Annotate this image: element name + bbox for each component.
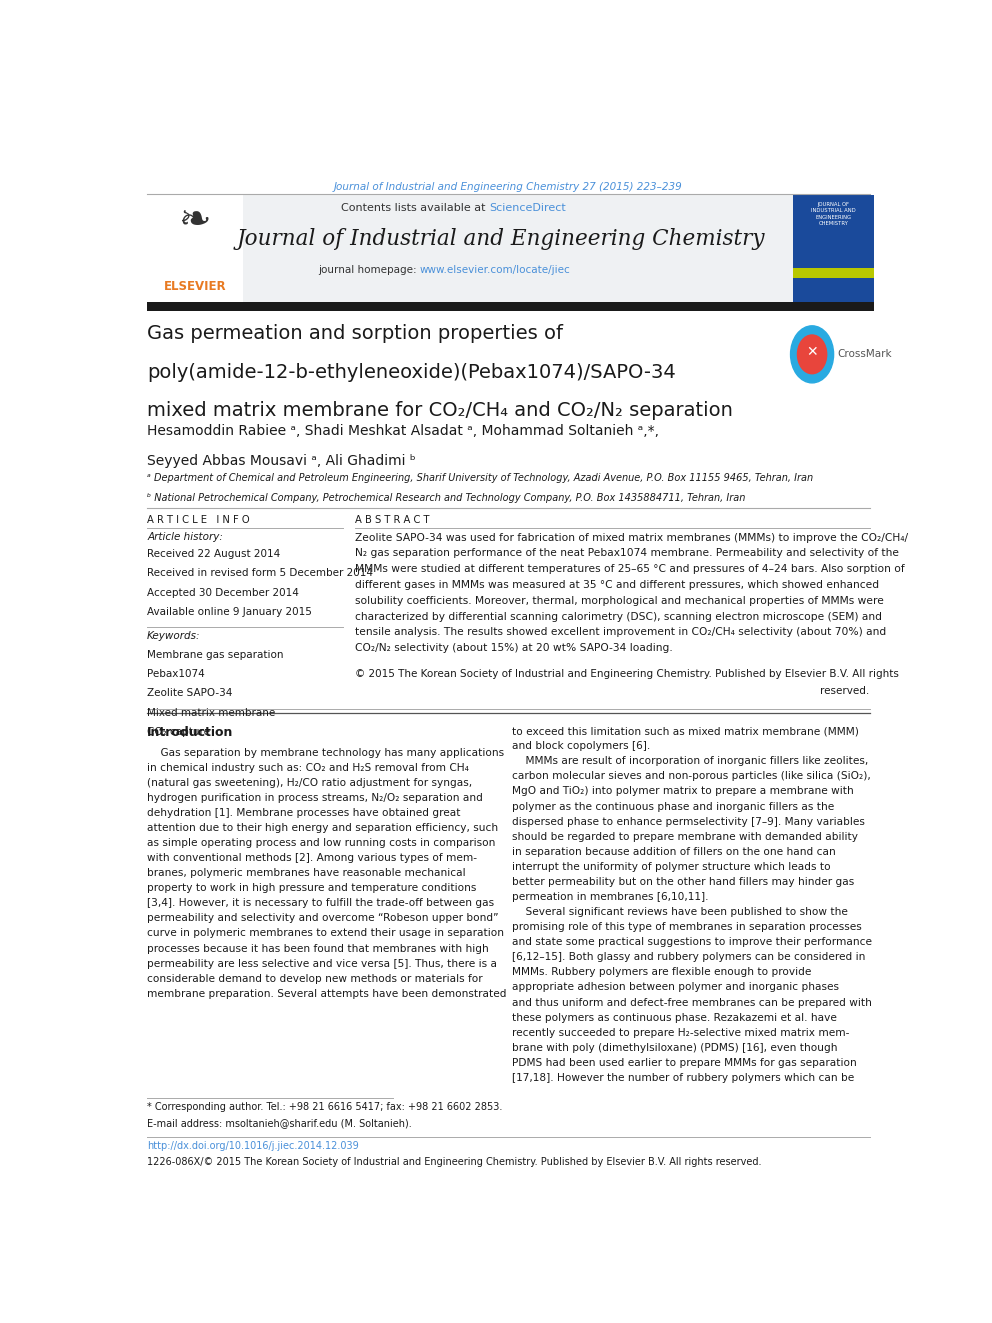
Text: reserved.: reserved. xyxy=(820,687,870,696)
Text: Received 22 August 2014: Received 22 August 2014 xyxy=(147,549,281,558)
Text: Introduction: Introduction xyxy=(147,726,233,740)
Text: with conventional methods [2]. Among various types of mem-: with conventional methods [2]. Among var… xyxy=(147,853,477,863)
Text: MMMs were studied at different temperatures of 25–65 °C and pressures of 4–24 ba: MMMs were studied at different temperatu… xyxy=(355,564,905,574)
Text: Gas separation by membrane technology has many applications: Gas separation by membrane technology ha… xyxy=(147,747,504,758)
Text: PDMS had been used earlier to prepare MMMs for gas separation: PDMS had been used earlier to prepare MM… xyxy=(512,1058,857,1068)
Text: CrossMark: CrossMark xyxy=(837,349,892,360)
Text: N₂ gas separation performance of the neat Pebax1074 membrane. Permeability and s: N₂ gas separation performance of the nea… xyxy=(355,549,899,558)
Text: dispersed phase to enhance permselectivity [7–9]. Many variables: dispersed phase to enhance permselectivi… xyxy=(512,816,865,827)
Text: ScienceDirect: ScienceDirect xyxy=(489,202,565,213)
Text: CO₂/N₂ selectivity (about 15%) at 20 wt% SAPO-34 loading.: CO₂/N₂ selectivity (about 15%) at 20 wt%… xyxy=(355,643,673,654)
FancyBboxPatch shape xyxy=(793,267,874,278)
Text: solubility coefficients. Moreover, thermal, morphological and mechanical propert: solubility coefficients. Moreover, therm… xyxy=(355,595,884,606)
Text: in chemical industry such as: CO₂ and H₂S removal from CH₄: in chemical industry such as: CO₂ and H₂… xyxy=(147,762,469,773)
Text: Article history:: Article history: xyxy=(147,532,223,541)
Text: MMMs. Rubbery polymers are flexible enough to provide: MMMs. Rubbery polymers are flexible enou… xyxy=(512,967,811,978)
Text: hydrogen purification in process streams, N₂/O₂ separation and: hydrogen purification in process streams… xyxy=(147,792,483,803)
FancyBboxPatch shape xyxy=(793,196,874,303)
Text: processes because it has been found that membranes with high: processes because it has been found that… xyxy=(147,943,489,954)
Text: to exceed this limitation such as mixed matrix membrane (MMM): to exceed this limitation such as mixed … xyxy=(512,726,859,736)
Text: carbon molecular sieves and non-porous particles (like silica (SiO₂),: carbon molecular sieves and non-porous p… xyxy=(512,771,871,782)
Text: permeability and selectivity and overcome “Robeson upper bond”: permeability and selectivity and overcom… xyxy=(147,913,499,923)
Circle shape xyxy=(791,325,833,382)
Text: attention due to their high energy and separation efficiency, such: attention due to their high energy and s… xyxy=(147,823,498,833)
Text: ᵇ National Petrochemical Company, Petrochemical Research and Technology Company,: ᵇ National Petrochemical Company, Petroc… xyxy=(147,493,745,503)
Circle shape xyxy=(798,335,826,373)
Text: these polymers as continuous phase. Rezakazemi et al. have: these polymers as continuous phase. Reza… xyxy=(512,1012,837,1023)
Text: ✕: ✕ xyxy=(806,345,817,360)
Text: as simple operating process and low running costs in comparison: as simple operating process and low runn… xyxy=(147,837,495,848)
Text: curve in polymeric membranes to extend their usage in separation: curve in polymeric membranes to extend t… xyxy=(147,929,504,938)
FancyBboxPatch shape xyxy=(243,196,793,303)
Text: Journal of Industrial and Engineering Chemistry: Journal of Industrial and Engineering Ch… xyxy=(236,228,765,250)
FancyBboxPatch shape xyxy=(147,303,874,311)
Text: recently succeeded to prepare H₂-selective mixed matrix mem-: recently succeeded to prepare H₂-selecti… xyxy=(512,1028,849,1037)
Text: [6,12–15]. Both glassy and rubbery polymers can be considered in: [6,12–15]. Both glassy and rubbery polym… xyxy=(512,953,866,962)
Text: membrane preparation. Several attempts have been demonstrated: membrane preparation. Several attempts h… xyxy=(147,988,507,999)
Text: interrupt the uniformity of polymer structure which leads to: interrupt the uniformity of polymer stru… xyxy=(512,861,831,872)
Text: Hesamoddin Rabiee ᵃ, Shadi Meshkat Alsadat ᵃ, Mohammad Soltanieh ᵃ,*,: Hesamoddin Rabiee ᵃ, Shadi Meshkat Alsad… xyxy=(147,423,659,438)
Text: mixed matrix membrane for CO₂/CH₄ and CO₂/N₂ separation: mixed matrix membrane for CO₂/CH₄ and CO… xyxy=(147,401,733,421)
FancyBboxPatch shape xyxy=(147,196,243,303)
Text: [3,4]. However, it is necessary to fulfill the trade-off between gas: [3,4]. However, it is necessary to fulfi… xyxy=(147,898,494,909)
Text: appropriate adhesion between polymer and inorganic phases: appropriate adhesion between polymer and… xyxy=(512,983,839,992)
Text: http://dx.doi.org/10.1016/j.jiec.2014.12.039: http://dx.doi.org/10.1016/j.jiec.2014.12… xyxy=(147,1140,359,1151)
Text: Zeolite SAPO-34 was used for fabrication of mixed matrix membranes (MMMs) to imp: Zeolite SAPO-34 was used for fabrication… xyxy=(355,533,908,542)
Text: ELSEVIER: ELSEVIER xyxy=(165,280,227,294)
Text: should be regarded to prepare membrane with demanded ability: should be regarded to prepare membrane w… xyxy=(512,832,858,841)
Text: Membrane gas separation: Membrane gas separation xyxy=(147,650,284,660)
Text: E-mail address: msoltanieh@sharif.edu (M. Soltanieh).: E-mail address: msoltanieh@sharif.edu (M… xyxy=(147,1118,412,1129)
Text: JOURNAL OF
INDUSTRIAL AND
ENGINEERING
CHEMISTRY: JOURNAL OF INDUSTRIAL AND ENGINEERING CH… xyxy=(810,201,855,226)
Text: Zeolite SAPO-34: Zeolite SAPO-34 xyxy=(147,688,232,699)
Text: permeability are less selective and vice versa [5]. Thus, there is a: permeability are less selective and vice… xyxy=(147,959,497,968)
Text: MgO and TiO₂) into polymer matrix to prepare a membrane with: MgO and TiO₂) into polymer matrix to pre… xyxy=(512,786,854,796)
Text: www.elsevier.com/locate/jiec: www.elsevier.com/locate/jiec xyxy=(420,265,570,275)
Text: and state some practical suggestions to improve their performance: and state some practical suggestions to … xyxy=(512,937,872,947)
Text: dehydration [1]. Membrane processes have obtained great: dehydration [1]. Membrane processes have… xyxy=(147,808,460,818)
Text: branes, polymeric membranes have reasonable mechanical: branes, polymeric membranes have reasona… xyxy=(147,868,465,878)
Text: journal homepage:: journal homepage: xyxy=(318,265,420,275)
Text: tensile analysis. The results showed excellent improvement in CO₂/CH₄ selectivit: tensile analysis. The results showed exc… xyxy=(355,627,886,638)
Text: Available online 9 January 2015: Available online 9 January 2015 xyxy=(147,607,311,617)
Text: different gases in MMMs was measured at 35 °C and different pressures, which sho: different gases in MMMs was measured at … xyxy=(355,579,879,590)
Text: polymer as the continuous phase and inorganic fillers as the: polymer as the continuous phase and inor… xyxy=(512,802,834,811)
Text: brane with poly (dimethylsiloxane) (PDMS) [16], even though: brane with poly (dimethylsiloxane) (PDMS… xyxy=(512,1043,837,1053)
Text: Keywords:: Keywords: xyxy=(147,631,200,642)
Text: Mixed matrix membrane: Mixed matrix membrane xyxy=(147,708,276,718)
Text: (natural gas sweetening), H₂/CO ratio adjustment for syngas,: (natural gas sweetening), H₂/CO ratio ad… xyxy=(147,778,472,787)
Text: * Corresponding author. Tel.: +98 21 6616 5417; fax: +98 21 6602 2853.: * Corresponding author. Tel.: +98 21 661… xyxy=(147,1102,502,1113)
Text: [17,18]. However the number of rubbery polymers which can be: [17,18]. However the number of rubbery p… xyxy=(512,1073,854,1084)
Text: MMMs are result of incorporation of inorganic fillers like zeolites,: MMMs are result of incorporation of inor… xyxy=(512,757,868,766)
Text: ❧: ❧ xyxy=(180,201,212,239)
Text: Accepted 30 December 2014: Accepted 30 December 2014 xyxy=(147,587,299,598)
Text: poly(amide-12-b-ethyleneoxide)(Pebax1074)/SAPO-34: poly(amide-12-b-ethyleneoxide)(Pebax1074… xyxy=(147,363,676,381)
Text: property to work in high pressure and temperature conditions: property to work in high pressure and te… xyxy=(147,884,476,893)
Text: characterized by differential scanning calorimetry (DSC), scanning electron micr: characterized by differential scanning c… xyxy=(355,611,882,622)
Text: considerable demand to develop new methods or materials for: considerable demand to develop new metho… xyxy=(147,974,483,984)
Text: in separation because addition of fillers on the one hand can: in separation because addition of filler… xyxy=(512,847,836,857)
Text: Contents lists available at: Contents lists available at xyxy=(341,202,489,213)
Text: promising role of this type of membranes in separation processes: promising role of this type of membranes… xyxy=(512,922,862,933)
Text: A R T I C L E   I N F O: A R T I C L E I N F O xyxy=(147,515,250,525)
Text: Seyyed Abbas Mousavi ᵃ, Ali Ghadimi ᵇ: Seyyed Abbas Mousavi ᵃ, Ali Ghadimi ᵇ xyxy=(147,454,416,468)
Text: permeation in membranes [6,10,11].: permeation in membranes [6,10,11]. xyxy=(512,892,708,902)
Text: ᵃ Department of Chemical and Petroleum Engineering, Sharif University of Technol: ᵃ Department of Chemical and Petroleum E… xyxy=(147,472,813,483)
Text: and block copolymers [6].: and block copolymers [6]. xyxy=(512,741,651,751)
Text: Received in revised form 5 December 2014: Received in revised form 5 December 2014 xyxy=(147,569,373,578)
Text: and thus uniform and defect-free membranes can be prepared with: and thus uniform and defect-free membran… xyxy=(512,998,872,1008)
Text: CO₂ capture: CO₂ capture xyxy=(147,728,210,737)
Text: Several significant reviews have been published to show the: Several significant reviews have been pu… xyxy=(512,908,848,917)
Text: 1226-086X/© 2015 The Korean Society of Industrial and Engineering Chemistry. Pub: 1226-086X/© 2015 The Korean Society of I… xyxy=(147,1158,762,1167)
Text: Pebax1074: Pebax1074 xyxy=(147,669,204,679)
Text: A B S T R A C T: A B S T R A C T xyxy=(355,515,430,525)
Text: Journal of Industrial and Engineering Chemistry 27 (2015) 223–239: Journal of Industrial and Engineering Ch… xyxy=(334,183,682,192)
Text: Gas permeation and sorption properties of: Gas permeation and sorption properties o… xyxy=(147,324,563,343)
Text: better permeability but on the other hand fillers may hinder gas: better permeability but on the other han… xyxy=(512,877,854,886)
Text: © 2015 The Korean Society of Industrial and Engineering Chemistry. Published by : © 2015 The Korean Society of Industrial … xyxy=(355,669,899,679)
